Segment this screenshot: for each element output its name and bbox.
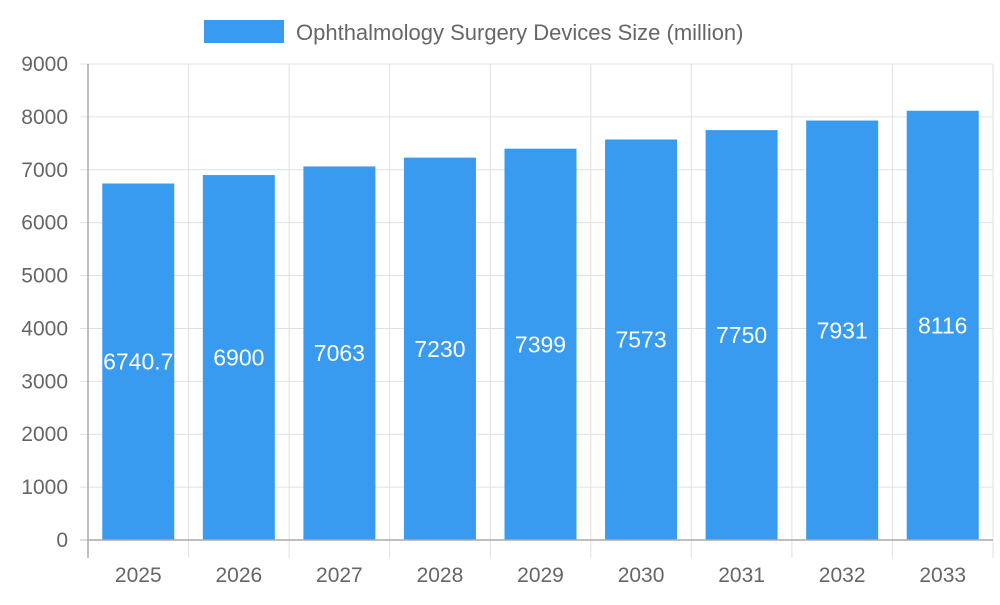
bar [705,130,778,540]
legend-label: Ophthalmology Surgery Devices Size (mill… [296,20,744,45]
bar [102,183,175,540]
x-tick-label: 2026 [215,564,262,587]
y-tick-label: 1000 [21,476,68,499]
bar [202,175,275,541]
bar [303,166,376,540]
x-tick-label: 2025 [115,564,162,587]
y-tick-label: 2000 [21,423,68,446]
data-label: 8116 [918,312,967,338]
data-label: 7931 [817,317,868,343]
bar [504,148,577,540]
y-tick-label: 8000 [21,106,68,129]
bar [906,110,979,540]
y-tick-label: 9000 [21,53,68,76]
x-tick-label: 2032 [819,564,866,587]
legend: Ophthalmology Surgery Devices Size (mill… [204,20,744,45]
x-tick-label: 2029 [517,564,564,587]
y-tick-label: 6000 [21,212,68,235]
data-label: 7573 [615,327,666,353]
y-tick-label: 3000 [21,370,68,393]
y-tick-label: 4000 [21,317,68,340]
y-tick-label: 0 [56,529,68,552]
data-label: 6900 [213,345,264,371]
bar [605,139,678,540]
data-label: 6740.7 [103,349,173,375]
bar [806,120,879,541]
x-tick-label: 2033 [919,564,966,587]
x-tick-label: 2028 [417,564,464,587]
x-tick-label: 2030 [618,564,665,587]
bar [403,157,476,540]
data-label: 7063 [314,340,365,366]
data-label: 7750 [716,322,767,348]
x-tick-label: 2027 [316,564,363,587]
y-tick-label: 5000 [21,265,68,288]
x-tick-label: 2031 [718,564,765,587]
y-tick-label: 7000 [21,159,68,182]
data-label: 7399 [515,331,566,357]
data-label: 7230 [414,336,465,362]
legend-swatch [204,20,284,43]
